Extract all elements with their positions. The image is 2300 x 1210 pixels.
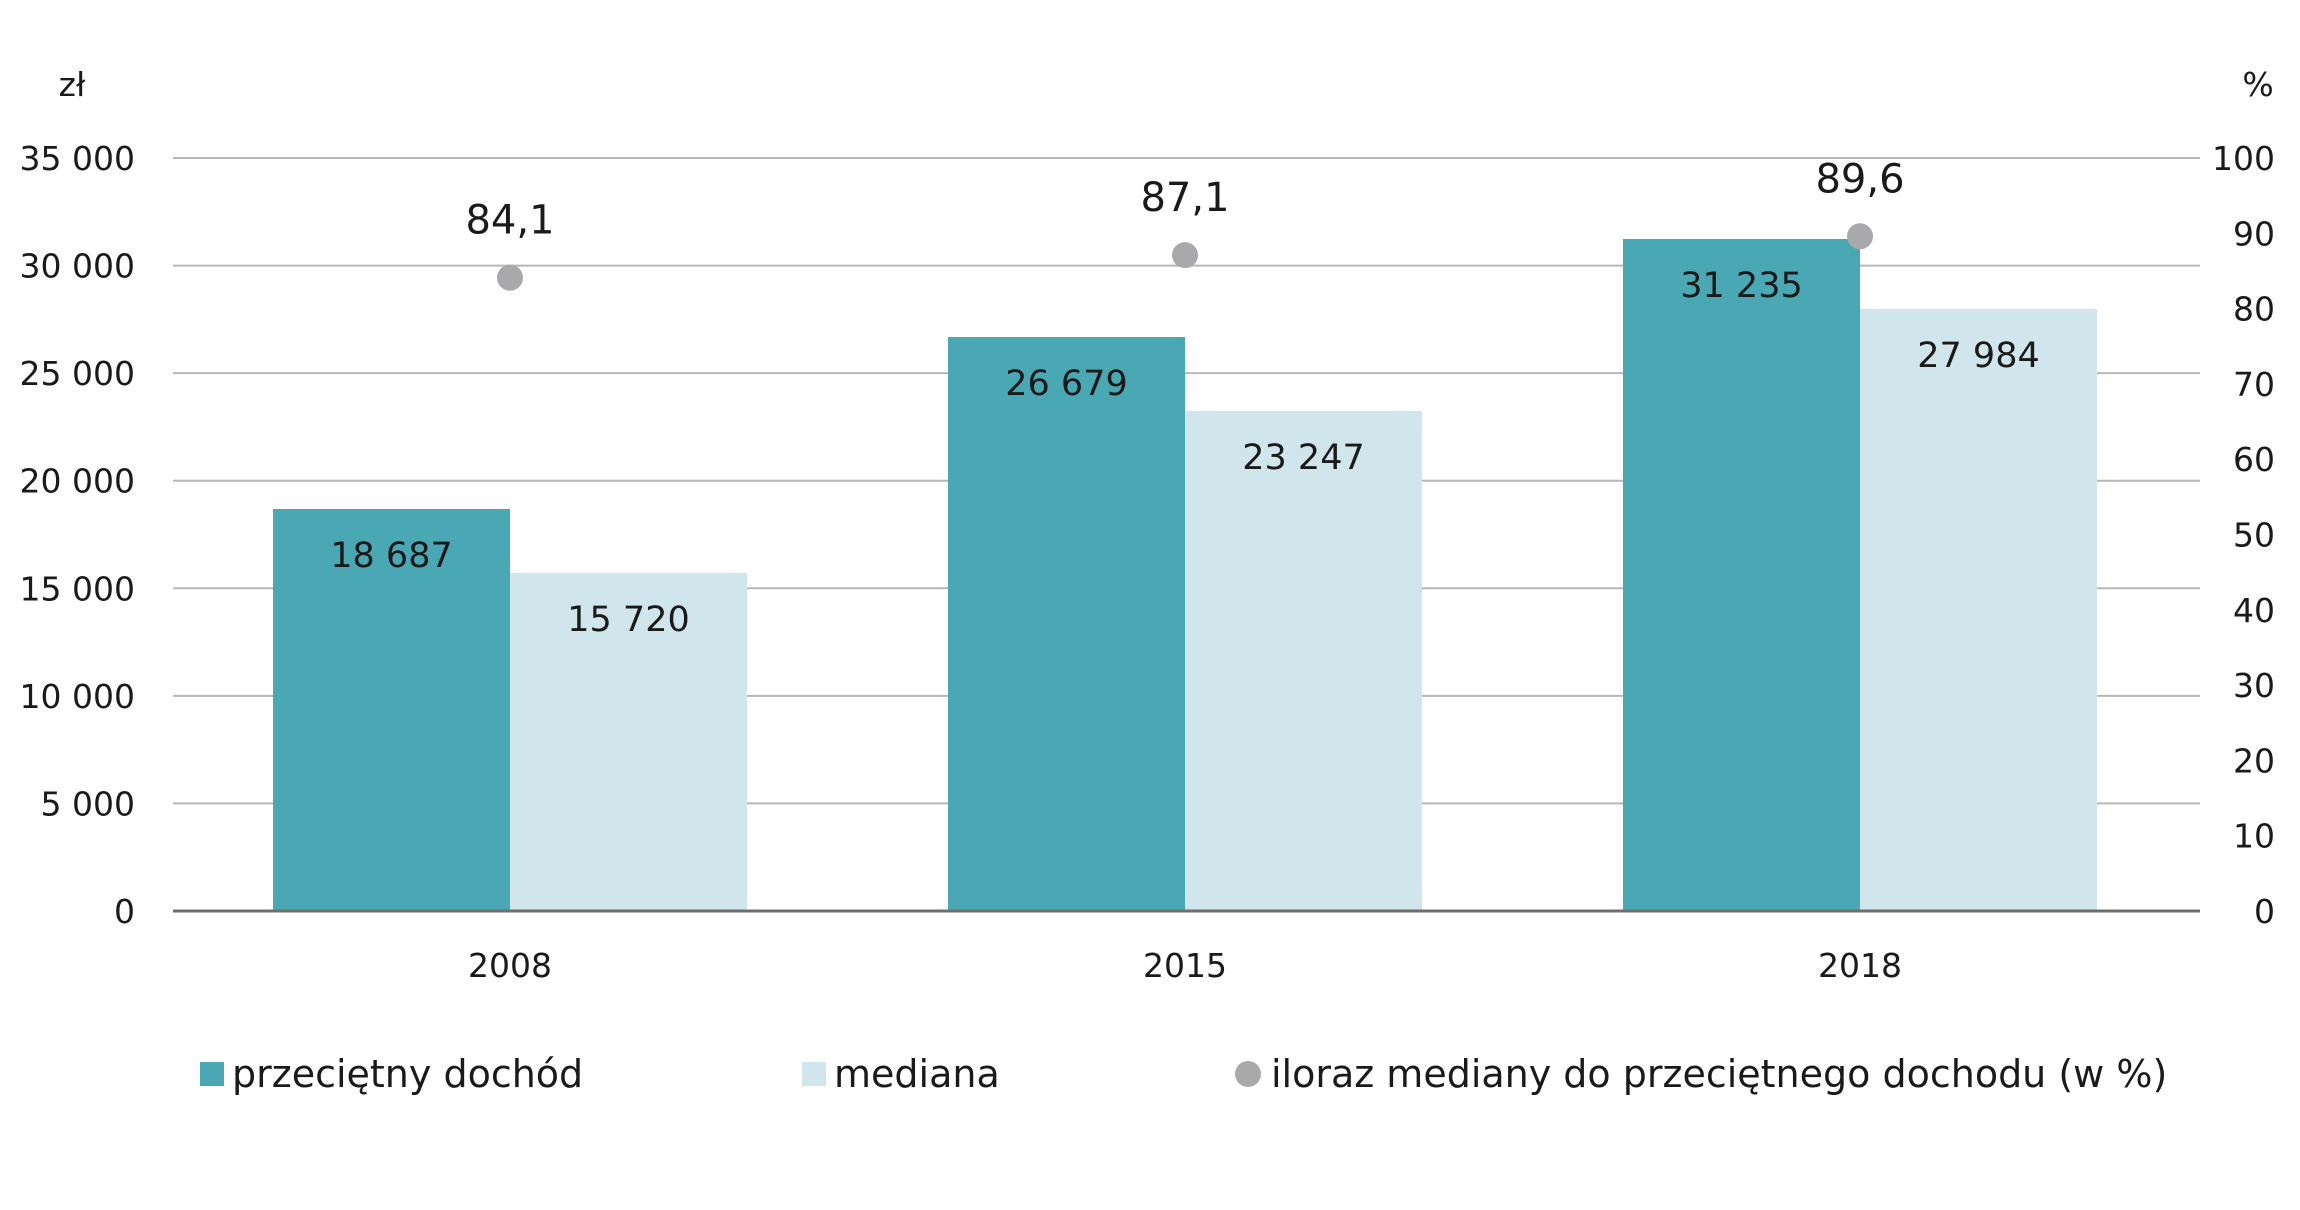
legend-item-median: mediana — [802, 1044, 1000, 1104]
data-label-average-2015: 26 679 — [1005, 364, 1127, 404]
bar-median-2008 — [510, 572, 747, 911]
left-tick-label: 35 000 — [20, 139, 135, 178]
category-label-2008: 2008 — [468, 946, 552, 985]
right-tick-label: 40 — [2233, 591, 2275, 630]
category-labels: 2008 2015 2018 — [468, 946, 1902, 985]
ratio-point-2018 — [1847, 223, 1873, 250]
category-label-2018: 2018 — [1818, 946, 1902, 985]
bar-median-2015 — [1185, 410, 1422, 911]
right-tick-label: 100 — [2212, 139, 2275, 178]
data-label-average-2018: 31 235 — [1680, 266, 1802, 306]
legend-swatch-average — [200, 1062, 224, 1086]
right-tick-label: 50 — [2233, 516, 2275, 555]
data-label-median-2015: 23 247 — [1242, 438, 1364, 478]
data-label-median-2008: 15 720 — [567, 600, 689, 640]
legend-item-average-income: przeciętny dochód — [200, 1044, 583, 1104]
right-tick-label: 20 — [2233, 741, 2275, 780]
left-tick-label: 30 000 — [20, 247, 135, 286]
left-tick-label: 15 000 — [20, 569, 135, 608]
legend-dot-ratio-icon — [1235, 1061, 1261, 1087]
right-tick-label: 10 — [2233, 817, 2275, 856]
legend-swatch-median — [802, 1062, 826, 1086]
right-tick-label: 80 — [2233, 290, 2275, 329]
right-tick-label: 90 — [2233, 214, 2275, 253]
right-tick-label: 30 — [2233, 666, 2275, 705]
right-axis-unit: % — [2242, 65, 2273, 104]
left-tick-label: 20 000 — [20, 462, 135, 501]
data-labels: 18 687 15 720 84,1 26 679 23 247 87,1 31 235 27… — [330, 156, 2039, 639]
legend-label-ratio: iloraz mediany do przeciętnego dochodu (… — [1271, 1052, 2168, 1096]
right-axis-ticks: 0 10 20 30 40 50 60 70 80 90 100 — [2212, 139, 2275, 931]
ratio-point-2015 — [1172, 242, 1198, 269]
legend-label-median: mediana — [834, 1052, 1000, 1096]
ratio-point-2008 — [497, 264, 523, 291]
bar-average-2015 — [948, 337, 1185, 911]
legend-item-ratio: iloraz mediany do przeciętnego dochodu (… — [1235, 1044, 2167, 1104]
legend: przeciętny dochód mediana iloraz mediany… — [200, 1044, 2250, 1104]
left-tick-label: 0 — [114, 892, 135, 931]
bar-average-2018 — [1623, 239, 1860, 911]
left-axis-ticks: 0 5 000 10 000 15 000 20 000 25 000 30 000 35 0… — [20, 139, 135, 931]
left-tick-label: 25 000 — [20, 354, 135, 393]
left-tick-label: 10 000 — [20, 677, 135, 716]
ratio-points — [497, 223, 1873, 291]
right-tick-label: 70 — [2233, 365, 2275, 404]
ratio-label-2018: 89,6 — [1815, 156, 1904, 202]
data-label-median-2018: 27 984 — [1917, 336, 2039, 376]
left-axis-unit: zł — [59, 65, 86, 104]
data-label-average-2008: 18 687 — [330, 536, 452, 576]
bars — [273, 239, 2097, 911]
ratio-label-2015: 87,1 — [1140, 175, 1229, 221]
ratio-label-2008: 84,1 — [465, 198, 554, 244]
bar-average-2008 — [273, 508, 510, 911]
bar-median-2018 — [1860, 308, 2097, 911]
category-label-2015: 2015 — [1143, 946, 1227, 985]
right-tick-label: 60 — [2233, 440, 2275, 479]
legend-label-average: przeciętny dochód — [232, 1052, 584, 1096]
right-tick-label: 0 — [2254, 892, 2275, 931]
left-tick-label: 5 000 — [41, 784, 135, 823]
